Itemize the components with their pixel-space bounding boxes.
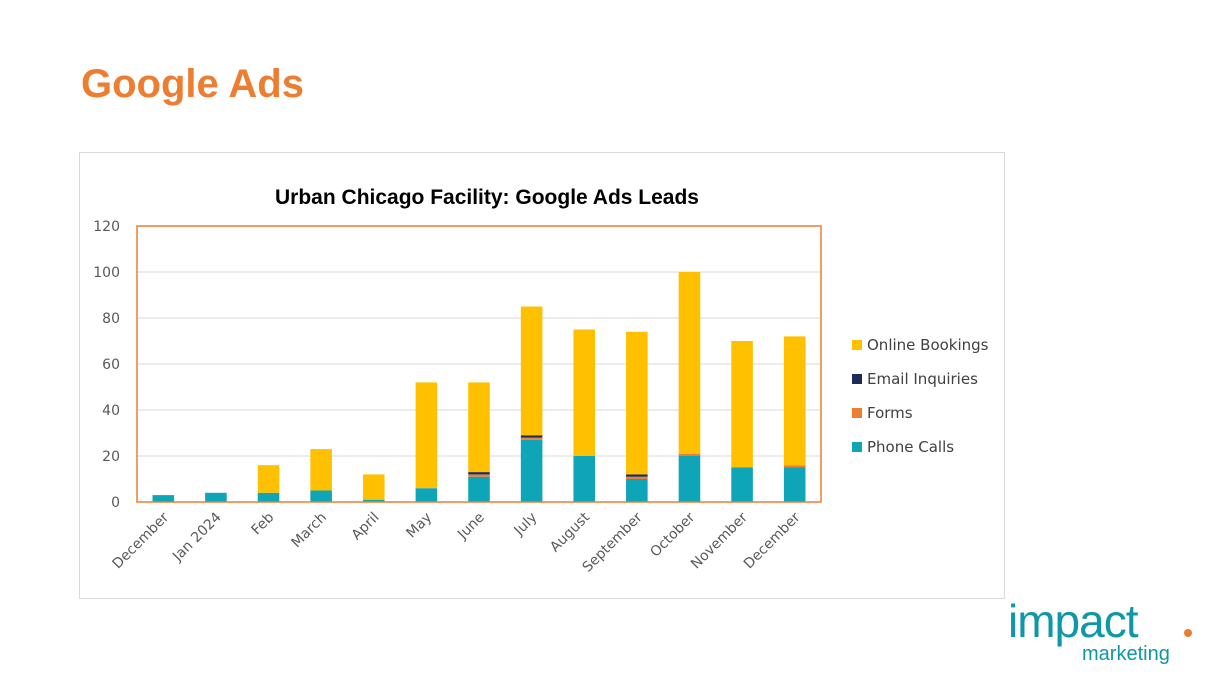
bar-online-bookings-8 [573, 329, 596, 456]
bar-phone-calls-11 [731, 467, 753, 502]
logo-tagline: marketing [1082, 643, 1170, 665]
x-tick-label: April [349, 510, 383, 544]
bar-email-inquiries-9 [626, 474, 648, 477]
y-tick-label: 60 [102, 357, 120, 373]
bar-forms-10 [678, 453, 701, 456]
x-tick-label: Feb [249, 509, 278, 538]
x-tick-label: March [288, 510, 329, 551]
x-tick-label: Jan 2024 [169, 509, 225, 565]
plot-area-border [136, 225, 822, 503]
bar-phone-calls-2 [257, 492, 280, 502]
bar-phone-calls-10 [678, 456, 701, 502]
y-tick-label: 120 [93, 219, 120, 235]
bar-phone-calls-0 [152, 495, 175, 502]
bar-phone-calls-7 [520, 439, 543, 502]
legend-swatch-email-inquiries [852, 374, 862, 384]
x-tick-label: June [454, 510, 488, 544]
bar-forms-9 [626, 476, 648, 479]
bar-phone-calls-1 [205, 492, 227, 502]
y-tick-label: 40 [102, 403, 120, 419]
bar-forms-6 [468, 474, 490, 477]
bar-online-bookings-12 [783, 336, 806, 466]
bar-online-bookings-6 [468, 382, 490, 473]
legend-swatch-online-bookings [852, 340, 862, 350]
y-tick-label: 20 [102, 449, 120, 465]
bars [152, 272, 806, 502]
legend-label: Forms [867, 404, 913, 422]
bar-online-bookings-3 [310, 449, 332, 491]
bar-phone-calls-8 [573, 456, 596, 502]
chart-svg: Urban Chicago Facility: Google Ads Leads… [93, 186, 989, 576]
bar-email-inquiries-6 [468, 472, 490, 475]
bar-online-bookings-5 [415, 382, 438, 489]
chart-frame: Urban Chicago Facility: Google Ads Leads… [79, 152, 1005, 599]
x-tick-label: August [547, 509, 593, 555]
x-tick-label: December [109, 509, 172, 572]
legend-label: Email Inquiries [867, 370, 978, 388]
bar-phone-calls-12 [783, 467, 806, 502]
bar-online-bookings-7 [520, 306, 543, 436]
chart-title: Urban Chicago Facility: Google Ads Leads [275, 186, 699, 209]
logo-dot [1184, 629, 1192, 637]
legend-label: Online Bookings [867, 336, 989, 354]
x-tick-label: December [741, 509, 804, 572]
bar-phone-calls-9 [626, 479, 648, 502]
y-tick-label: 100 [93, 265, 120, 281]
x-tick-label: May [403, 510, 435, 542]
logo-wordmark: impact [1008, 595, 1138, 647]
x-tick-label: July [511, 510, 541, 540]
bar-phone-calls-5 [415, 488, 438, 502]
legend: Online Bookings Email Inquiries Forms Phone… [852, 336, 989, 456]
bar-forms-12 [783, 465, 806, 468]
y-tick-label: 80 [102, 311, 120, 327]
bar-online-bookings-9 [626, 331, 648, 475]
legend-swatch-forms [852, 408, 862, 418]
legend-label: Phone Calls [867, 438, 954, 456]
bar-online-bookings-2 [257, 465, 280, 493]
bar-phone-calls-3 [310, 490, 332, 502]
bar-online-bookings-10 [678, 272, 701, 454]
legend-swatch-phone-calls [852, 442, 862, 452]
y-tick-label: 0 [111, 495, 120, 511]
bar-online-bookings-11 [731, 341, 753, 468]
y-axis: 0 20 40 60 80 100 120 [93, 219, 120, 511]
bar-phone-calls-4 [362, 499, 385, 502]
company-logo: impact marketing [1008, 598, 1198, 670]
bar-forms-7 [520, 437, 543, 440]
x-tick-label: October [647, 509, 698, 560]
bar-email-inquiries-7 [520, 435, 543, 438]
slide-title: Google Ads [81, 62, 304, 106]
bar-online-bookings-4 [362, 474, 385, 500]
bar-phone-calls-6 [468, 476, 490, 502]
